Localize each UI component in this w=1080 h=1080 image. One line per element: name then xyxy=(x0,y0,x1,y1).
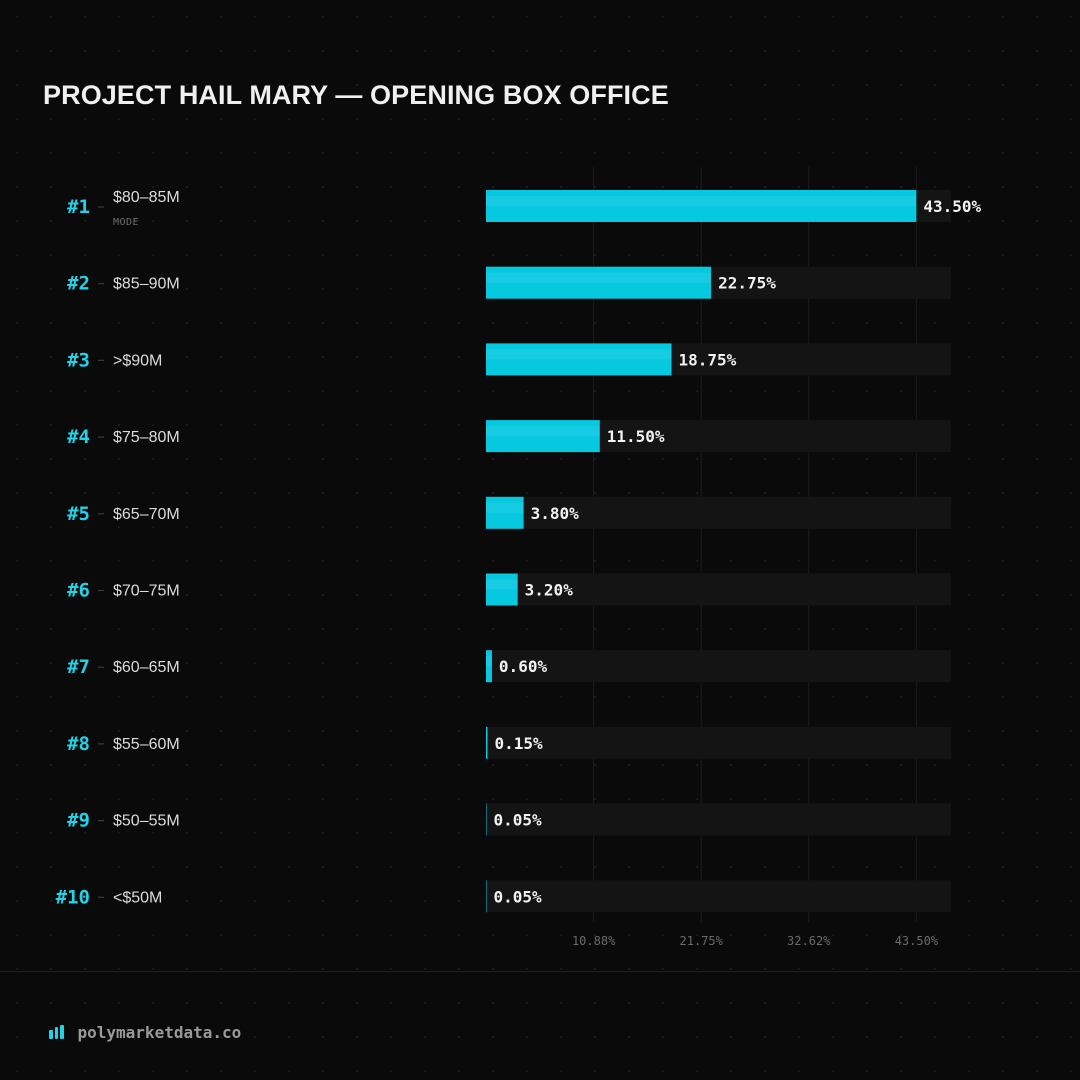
bar xyxy=(486,726,488,759)
rank-label: #2 xyxy=(67,273,90,295)
x-tick-label: 10.88% xyxy=(572,934,616,948)
category-label: $70–75M xyxy=(113,583,180,600)
bar-chart: #1 $80–85M MODE 43.50% #2 $85–90M 22.75% #3 >$90… xyxy=(56,167,982,948)
category-label: $55–60M xyxy=(113,736,180,753)
footer-site-link[interactable]: polymarketdata.co xyxy=(77,1022,242,1042)
bar-track xyxy=(486,650,951,683)
value-label: 0.05% xyxy=(493,887,542,906)
rank-label: #3 xyxy=(67,349,90,371)
value-label: 3.80% xyxy=(531,504,580,523)
rank-label: #6 xyxy=(67,580,90,602)
value-label: 0.60% xyxy=(499,657,548,676)
x-tick-label: 43.50% xyxy=(895,934,939,948)
bar-highlight xyxy=(486,349,672,360)
bar-track xyxy=(486,496,951,529)
value-label: 43.50% xyxy=(923,197,981,216)
category-label: $50–55M xyxy=(113,813,180,830)
bar-highlight xyxy=(486,272,712,283)
category-label: $65–70M xyxy=(113,506,180,523)
rank-label: #1 xyxy=(67,196,90,218)
bar-highlight xyxy=(486,732,488,743)
bar xyxy=(486,496,524,529)
x-tick-label: 21.75% xyxy=(680,934,724,948)
bar-track xyxy=(486,880,951,913)
value-label: 11.50% xyxy=(607,427,665,446)
category-label: <$50M xyxy=(113,889,162,906)
value-label: 0.15% xyxy=(494,734,543,753)
value-label: 3.20% xyxy=(525,581,574,600)
rank-label: #10 xyxy=(56,886,90,908)
category-label: >$90M xyxy=(113,352,162,369)
bar xyxy=(486,343,672,376)
category-label: $75–80M xyxy=(113,429,180,446)
bar xyxy=(486,420,600,453)
bar-highlight xyxy=(486,656,492,667)
bar-chart-icon xyxy=(49,1025,64,1039)
rank-label: #5 xyxy=(67,503,90,525)
category-label: $80–85M xyxy=(113,189,180,206)
bar xyxy=(486,266,712,299)
bar-track xyxy=(486,803,951,836)
bar-track xyxy=(486,573,951,606)
rank-label: #7 xyxy=(67,656,90,678)
rank-label: #4 xyxy=(67,426,90,448)
bar xyxy=(486,573,518,606)
bar-track xyxy=(486,726,951,759)
footer-divider xyxy=(0,971,1080,972)
mode-tag: MODE xyxy=(113,217,139,228)
bar-highlight xyxy=(486,426,600,437)
bar-highlight xyxy=(486,579,518,590)
bar xyxy=(486,190,917,222)
value-label: 22.75% xyxy=(718,274,776,293)
footer: polymarketdata.co xyxy=(49,1019,241,1045)
chart-title: PROJECT HAIL MARY — OPENING BOX OFFICE xyxy=(43,80,669,110)
category-label: $85–90M xyxy=(113,276,180,293)
value-label: 0.05% xyxy=(493,811,542,830)
rank-label: #9 xyxy=(67,810,90,832)
value-label: 18.75% xyxy=(679,350,737,369)
rank-label: #8 xyxy=(67,733,90,755)
category-label: $60–65M xyxy=(113,659,180,676)
bar-highlight xyxy=(486,196,917,206)
bar xyxy=(486,650,492,683)
bar-highlight xyxy=(486,502,524,513)
x-tick-label: 32.62% xyxy=(787,934,831,948)
